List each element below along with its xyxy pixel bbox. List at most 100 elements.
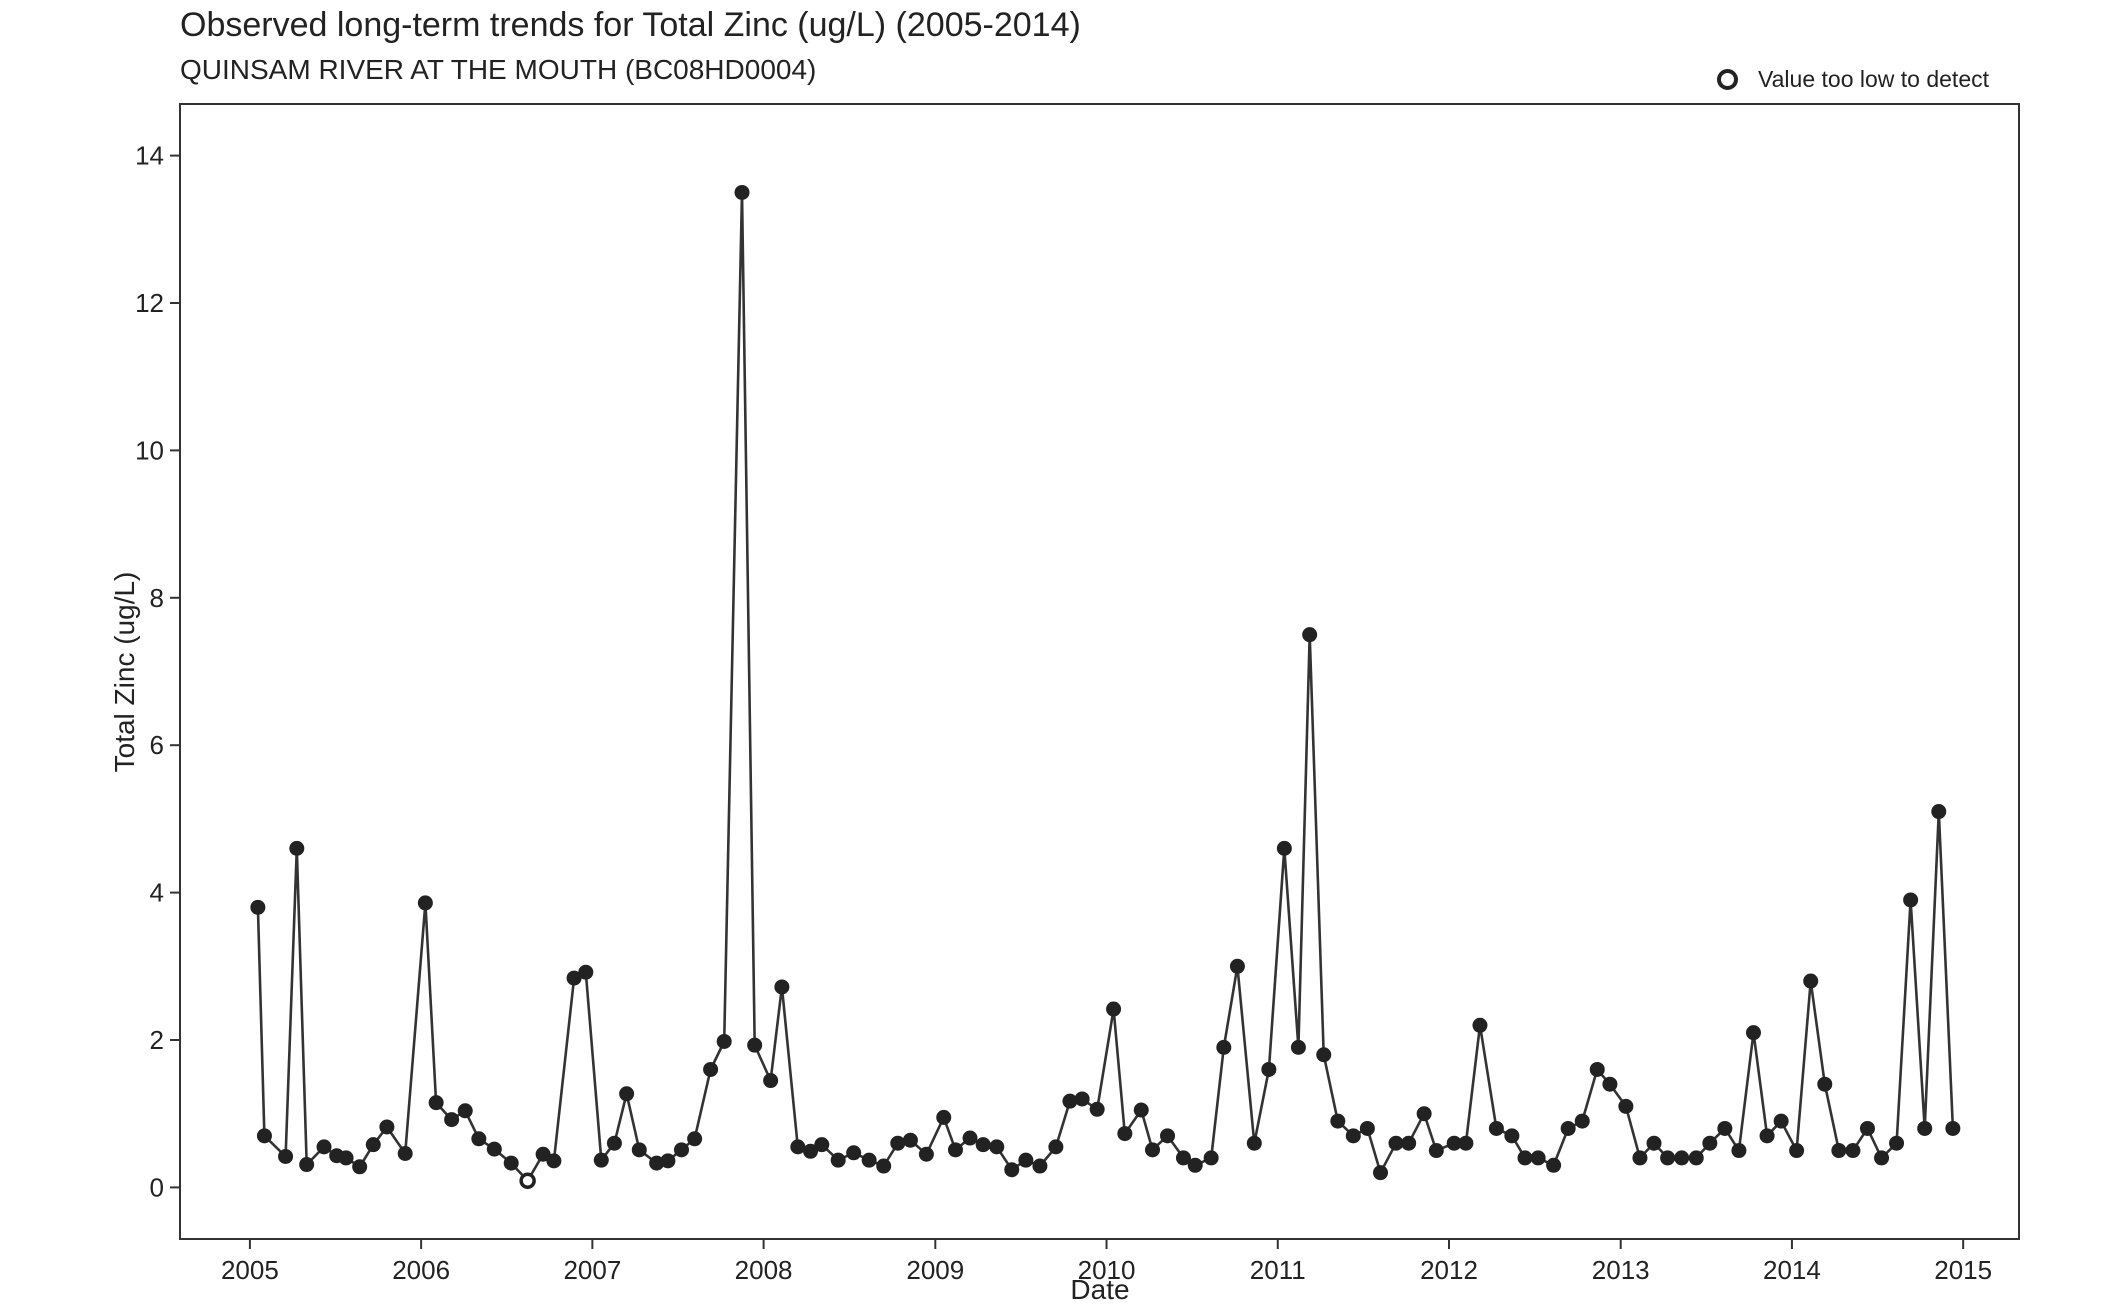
data-point (1859, 1120, 1875, 1136)
data-point (1618, 1098, 1634, 1114)
x-tick-label: 2009 (906, 1255, 964, 1285)
data-point (1660, 1150, 1676, 1166)
data-point (1062, 1093, 1078, 1109)
data-point (316, 1139, 332, 1155)
data-point (1428, 1143, 1444, 1159)
data-point (1117, 1126, 1133, 1142)
data-point (814, 1137, 830, 1153)
data-point (1945, 1120, 1961, 1136)
data-point (535, 1146, 551, 1162)
data-point (1032, 1158, 1048, 1174)
data-point (1517, 1150, 1533, 1166)
y-tick-label: 10 (135, 435, 164, 465)
data-point (1106, 1001, 1122, 1017)
data-point (428, 1095, 444, 1111)
data-point (1261, 1061, 1277, 1077)
data-point (631, 1142, 647, 1158)
data-point (1488, 1120, 1504, 1136)
data-point (578, 964, 594, 980)
x-tick-label: 2008 (735, 1255, 793, 1285)
data-point (703, 1061, 719, 1077)
data-point (1632, 1150, 1648, 1166)
data-point (1803, 973, 1819, 989)
data-point (890, 1135, 906, 1151)
data-point (876, 1158, 892, 1174)
data-point (687, 1131, 703, 1147)
series-group (250, 184, 1961, 1190)
data-point (593, 1152, 609, 1168)
data-point (1759, 1128, 1775, 1144)
x-tick-label: 2006 (392, 1255, 450, 1285)
x-tick-label: 2010 (1078, 1255, 1136, 1285)
data-point (289, 840, 305, 856)
y-tick-label: 14 (135, 141, 164, 171)
y-tick-label: 0 (150, 1172, 164, 1202)
data-point (1276, 840, 1292, 856)
data-point (1889, 1135, 1905, 1151)
data-point (486, 1141, 502, 1157)
data-point (256, 1128, 272, 1144)
data-point (947, 1142, 963, 1158)
data-point (1717, 1120, 1733, 1136)
data-point (250, 899, 266, 915)
data-point (962, 1130, 978, 1146)
data-point-below-detection (519, 1172, 536, 1190)
data-point (1373, 1165, 1389, 1181)
data-point (747, 1037, 763, 1053)
data-point (1074, 1091, 1090, 1107)
data-point (365, 1137, 381, 1153)
data-point (975, 1137, 991, 1153)
data-point (1089, 1101, 1105, 1117)
data-point (1702, 1135, 1718, 1151)
data-point (803, 1143, 819, 1159)
data-point (1160, 1128, 1176, 1144)
x-tick-label: 2014 (1763, 1255, 1821, 1285)
data-point (1688, 1150, 1704, 1166)
data-point (278, 1148, 294, 1164)
data-point (674, 1142, 690, 1158)
data-point (444, 1112, 460, 1128)
data-point (1133, 1102, 1149, 1118)
x-axis-label: Date (1070, 1274, 1129, 1305)
data-point (1216, 1039, 1232, 1055)
legend-label: Value too low to detect (1758, 66, 1989, 92)
data-point (902, 1132, 918, 1148)
data-point (1602, 1076, 1618, 1092)
series-line (256, 191, 1955, 1183)
data-point (503, 1155, 519, 1171)
data-point (1745, 1025, 1761, 1041)
data-point (471, 1131, 487, 1147)
data-point (1187, 1157, 1203, 1173)
data-point (1546, 1157, 1562, 1173)
data-point (1560, 1120, 1576, 1136)
data-point (546, 1153, 562, 1169)
data-point (763, 1073, 779, 1089)
data-point (338, 1150, 354, 1166)
data-point (1359, 1120, 1375, 1136)
data-point (1831, 1143, 1847, 1159)
y-axis: 0 2 4 6 8 10 12 14 (135, 141, 180, 1202)
data-point (619, 1086, 635, 1102)
data-point (1290, 1039, 1306, 1055)
data-point (1416, 1106, 1432, 1122)
data-point (830, 1152, 846, 1168)
data-point (734, 184, 750, 200)
legend-hollow-circle-icon (1717, 69, 1738, 90)
data-point (1931, 804, 1947, 820)
data-point (1589, 1061, 1605, 1077)
y-tick-label: 2 (150, 1025, 164, 1055)
data-point (649, 1155, 665, 1171)
data-point (606, 1135, 622, 1151)
data-point (1316, 1047, 1332, 1063)
data-point (936, 1109, 952, 1125)
data-point (1345, 1128, 1361, 1144)
data-point (1458, 1135, 1474, 1151)
data-point (352, 1159, 368, 1175)
y-tick-label: 8 (150, 583, 164, 613)
data-point (1574, 1113, 1590, 1129)
data-point (1229, 958, 1245, 974)
x-tick-label: 2011 (1250, 1255, 1306, 1285)
x-tick-label: 2007 (563, 1255, 621, 1285)
data-point (1401, 1135, 1417, 1151)
